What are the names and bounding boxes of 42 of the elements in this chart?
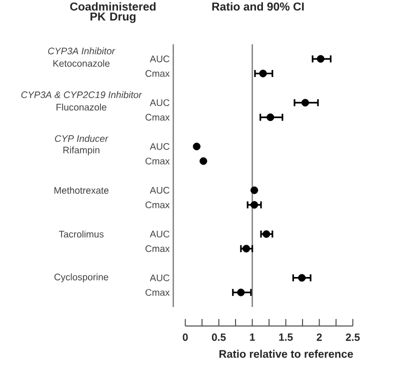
x-tick-label: 0.5 [212,334,226,341]
text: Coadministered PK Drug [70,2,156,23]
y-tick-label: AUC [150,230,170,238]
text: Methotrexate [54,186,108,194]
y-tick-label: AUC [150,274,170,282]
point [262,230,270,238]
chart-title: Ratio and 90% CI [212,2,304,11]
y-tick-label: Cmax [146,245,170,252]
text: CYP Inducer [54,134,108,142]
point [192,142,200,150]
text: CYP3A & CYP2C19 Inhibitor [21,91,142,98]
point [250,201,258,209]
y-tick-label: AUC [150,143,170,150]
point [242,244,250,252]
text: Ketoconazole [53,60,110,67]
y-tick-label: AUC [150,99,170,106]
x-tick-label: 2 [316,334,322,341]
y-tick-label: Cmax [146,158,170,164]
point [200,157,208,165]
y-tick-label: Cmax [146,202,170,208]
point [237,288,245,296]
y-tick-label: AUC [150,56,170,62]
point [266,113,274,122]
y-tick-label: Cmax [146,289,170,296]
text: Cyclosporine [54,273,108,282]
y-tick-label: Cmax [146,70,170,77]
point [259,70,267,78]
text: Tacrolimus [58,230,104,238]
text: CYP3A Inhibitor [48,47,116,54]
x-tick-label: 0 [182,334,188,341]
y-tick-label: AUC [150,186,170,194]
text: Rifampin [63,146,100,156]
text: Fluconazole [56,104,106,111]
point [301,98,310,106]
x-tick-label: 2.5 [346,334,360,341]
x-tick-label: 1 [250,334,255,341]
x-tick-label: 1.5 [279,334,293,341]
point [250,186,258,194]
point [298,274,306,282]
point [316,55,324,63]
y-tick-label: Cmax [146,114,170,121]
x-axis-title: Ratio relative to reference [219,350,353,358]
